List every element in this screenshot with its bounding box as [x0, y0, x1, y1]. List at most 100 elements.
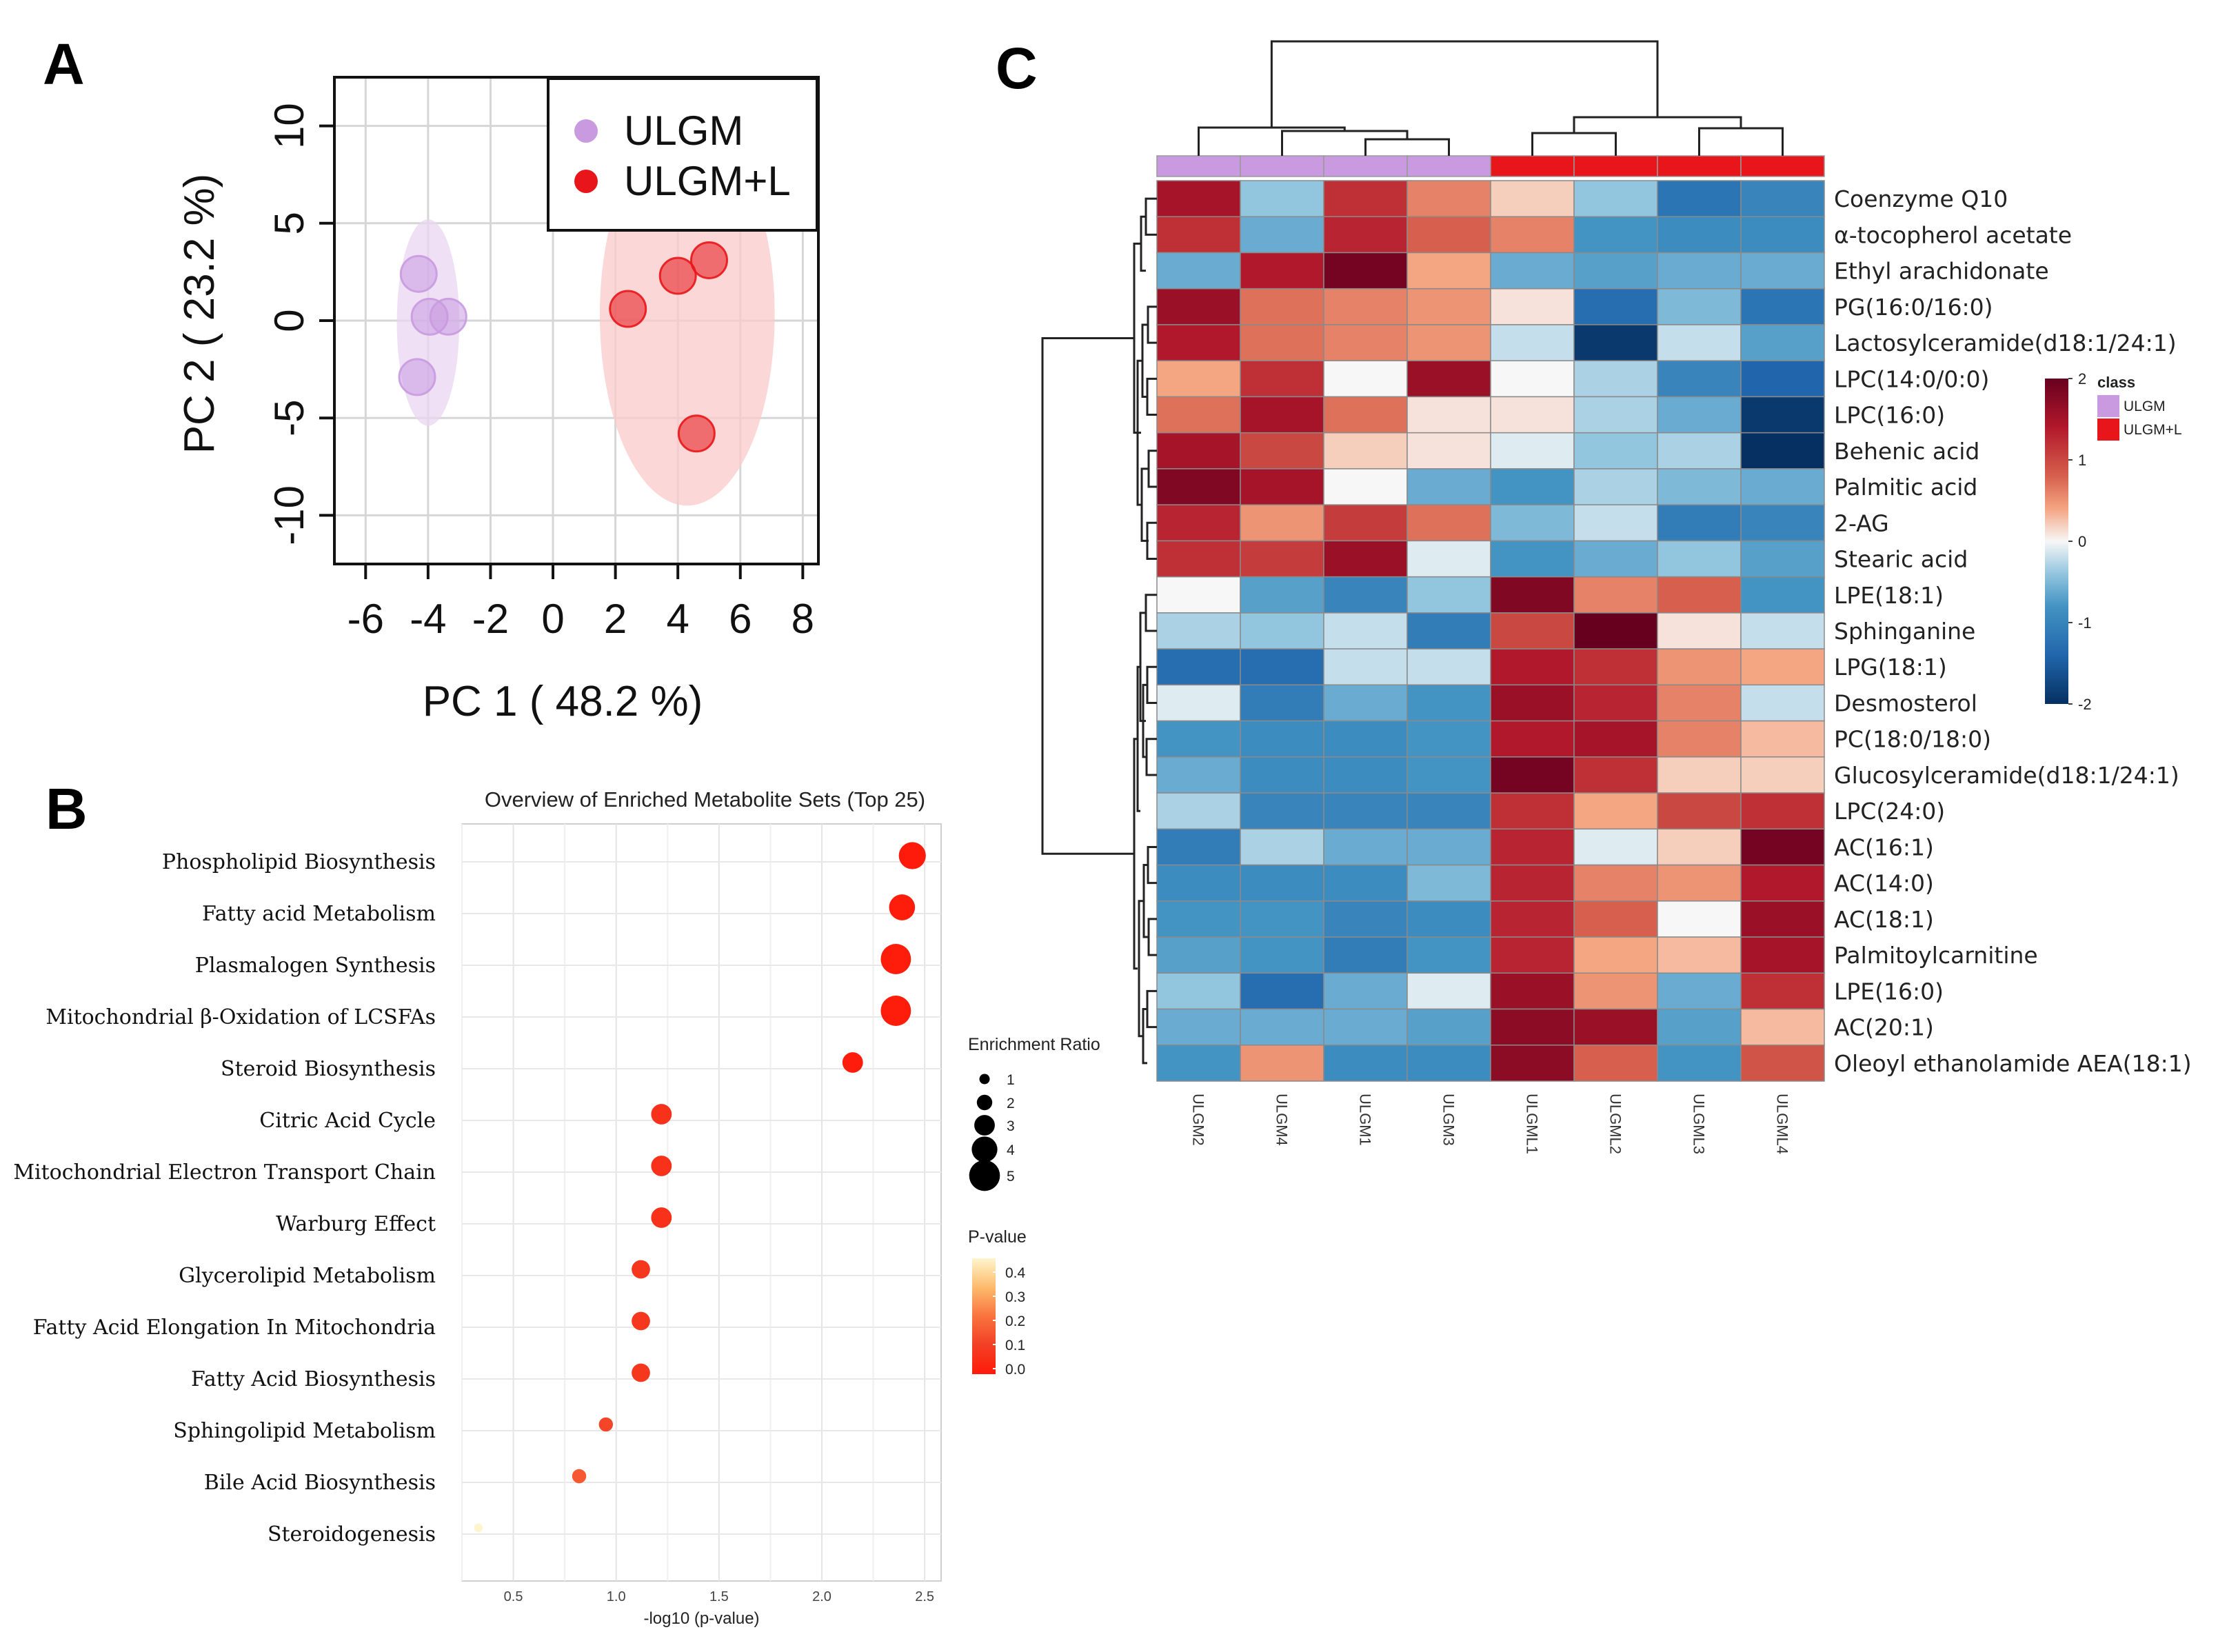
- heatmap-cell: [1240, 432, 1324, 470]
- heatmap-row-dendrogram-branch: [1145, 594, 1157, 632]
- heatmap-cell: [1323, 1008, 1408, 1046]
- heatmap-cell: [1240, 1045, 1324, 1082]
- heatmap-cell: [1573, 432, 1658, 470]
- heatmap-row-label: LPC(24:0): [1834, 798, 1945, 825]
- heatmap-cell: [1740, 756, 1825, 794]
- heatmap-cell: [1407, 396, 1491, 434]
- heatmap-color-bar-label: 2: [2078, 370, 2086, 387]
- heatmap-cell: [1407, 900, 1491, 938]
- heatmap-cell: [1407, 720, 1491, 758]
- heatmap-class-cell: [1573, 155, 1658, 177]
- heatmap-cell: [1156, 288, 1241, 325]
- heatmap-cell: [1407, 936, 1491, 974]
- heatmap-cell: [1573, 900, 1658, 938]
- heatmap-cell: [1240, 324, 1324, 361]
- heatmap-cell: [1573, 756, 1658, 794]
- heatmap-cell: [1740, 216, 1825, 254]
- heatmap-cell: [1573, 864, 1658, 902]
- heatmap-cell: [1156, 936, 1241, 974]
- heatmap-row-label: Palmitoylcarnitine: [1834, 942, 2038, 969]
- heatmap-cell: [1740, 432, 1825, 470]
- heatmap-class-cell: [1490, 155, 1575, 177]
- heatmap-cell: [1490, 720, 1575, 758]
- heatmap-cell: [1240, 180, 1324, 217]
- pca-x-tick-label: 6: [729, 596, 752, 642]
- heatmap-row-label: Desmosterol: [1834, 689, 1977, 716]
- enrichment-x-tick-label: 1.5: [709, 1589, 729, 1604]
- heatmap-cell: [1573, 396, 1658, 434]
- heatmap-cell: [1657, 864, 1742, 902]
- heatmap-row-dendrogram-branch: [1138, 900, 1144, 1038]
- heatmap-color-bar-label: 1: [2078, 452, 2086, 469]
- pca-x-tick-label: -4: [410, 596, 446, 642]
- heatmap-cell: [1323, 216, 1408, 254]
- heatmap-cell: [1573, 648, 1658, 686]
- enrichment-color-bar: [972, 1258, 996, 1374]
- heatmap-cell: [1323, 540, 1408, 578]
- heatmap-class-legend-swatch: [2097, 395, 2119, 417]
- heatmap-cell: [1323, 252, 1408, 290]
- heatmap-cell: [1657, 720, 1742, 758]
- enrichment-size-legend-dot: [969, 1160, 1000, 1191]
- heatmap-class-legend-label: ULGM: [2124, 399, 2166, 414]
- enrichment-x-tick-label: 2.0: [812, 1589, 831, 1604]
- pca-y-tick-label: 10: [266, 103, 312, 149]
- enrichment-size-legend-label: 5: [1007, 1169, 1015, 1185]
- heatmap-cell: [1573, 180, 1658, 217]
- enrichment-color-legend-label: 0.4: [1005, 1265, 1026, 1281]
- heatmap-cell: [1323, 360, 1408, 398]
- heatmap-row-label: AC(16:1): [1834, 834, 1934, 860]
- heatmap-column-label: ULGML4: [1774, 1094, 1791, 1154]
- heatmap-cell: [1740, 648, 1825, 686]
- heatmap-cell: [1156, 972, 1241, 1010]
- heatmap-class-cell: [1740, 155, 1825, 177]
- heatmap-cell: [1657, 432, 1742, 470]
- heatmap-cell: [1740, 180, 1825, 217]
- heatmap-row-label: Glucosylceramide(d18:1/24:1): [1834, 762, 2179, 789]
- heatmap-color-bar: [2045, 379, 2068, 704]
- heatmap-row-label: PC(18:0/18:0): [1834, 726, 1991, 753]
- enrichment-size-legend-label: 1: [1007, 1072, 1015, 1088]
- heatmap-row-label: Coenzyme Q10: [1834, 185, 2008, 212]
- heatmap-cell: [1490, 792, 1575, 830]
- heatmap-cell: [1156, 504, 1241, 542]
- heatmap-cell: [1156, 864, 1241, 902]
- heatmap-cell: [1240, 792, 1324, 830]
- heatmap-cell: [1573, 684, 1658, 722]
- heatmap-cell: [1407, 288, 1491, 325]
- heatmap-cell: [1657, 360, 1742, 398]
- heatmap-row-dendrogram-branch: [1145, 197, 1157, 236]
- heatmap-column-label: ULGM2: [1190, 1094, 1207, 1146]
- heatmap-cell: [1240, 396, 1324, 434]
- heatmap-cell: [1657, 180, 1742, 217]
- pca-y-axis-label: PC 2 ( 23.2 %): [176, 174, 223, 454]
- heatmap-column-label: ULGM1: [1357, 1094, 1374, 1146]
- heatmap-cell: [1657, 216, 1742, 254]
- heatmap-row-label: AC(14:0): [1834, 870, 1934, 897]
- heatmap-cell: [1240, 720, 1324, 758]
- heatmap-cell: [1323, 396, 1408, 434]
- enrichment-color-legend-label: 0.2: [1005, 1313, 1025, 1329]
- pca-legend-marker-ulgm: [574, 119, 598, 143]
- heatmap-cell: [1490, 936, 1575, 974]
- heatmap-row-dendrogram-branch: [1147, 305, 1157, 344]
- heatmap-cell: [1407, 468, 1491, 505]
- heatmap-cell: [1490, 648, 1575, 686]
- enrichment-bubble: [880, 944, 911, 974]
- enrichment-category-label: Glycerolipid Metabolism: [179, 1264, 436, 1288]
- heatmap-class-cell: [1323, 155, 1408, 177]
- heatmap-cell: [1573, 828, 1658, 866]
- heatmap-cell: [1407, 540, 1491, 578]
- heatmap-cell: [1323, 720, 1408, 758]
- heatmap-cell: [1490, 324, 1575, 361]
- heatmap-cell: [1740, 900, 1825, 938]
- heatmap-cell: [1156, 252, 1241, 290]
- heatmap-cell: [1407, 792, 1491, 830]
- enrichment-title: Overview of Enriched Metabolite Sets (To…: [485, 787, 925, 812]
- heatmap-row-label: Behenic acid: [1834, 438, 1979, 465]
- heatmap-cell: [1407, 972, 1491, 1010]
- heatmap-plot: Coenzyme Q10 α-tocopherol acetate Ethyl ar…: [1041, 40, 2192, 1154]
- heatmap-row-dendrogram-branch: [1147, 918, 1157, 956]
- heatmap-cell: [1407, 360, 1491, 398]
- heatmap-cell: [1490, 396, 1575, 434]
